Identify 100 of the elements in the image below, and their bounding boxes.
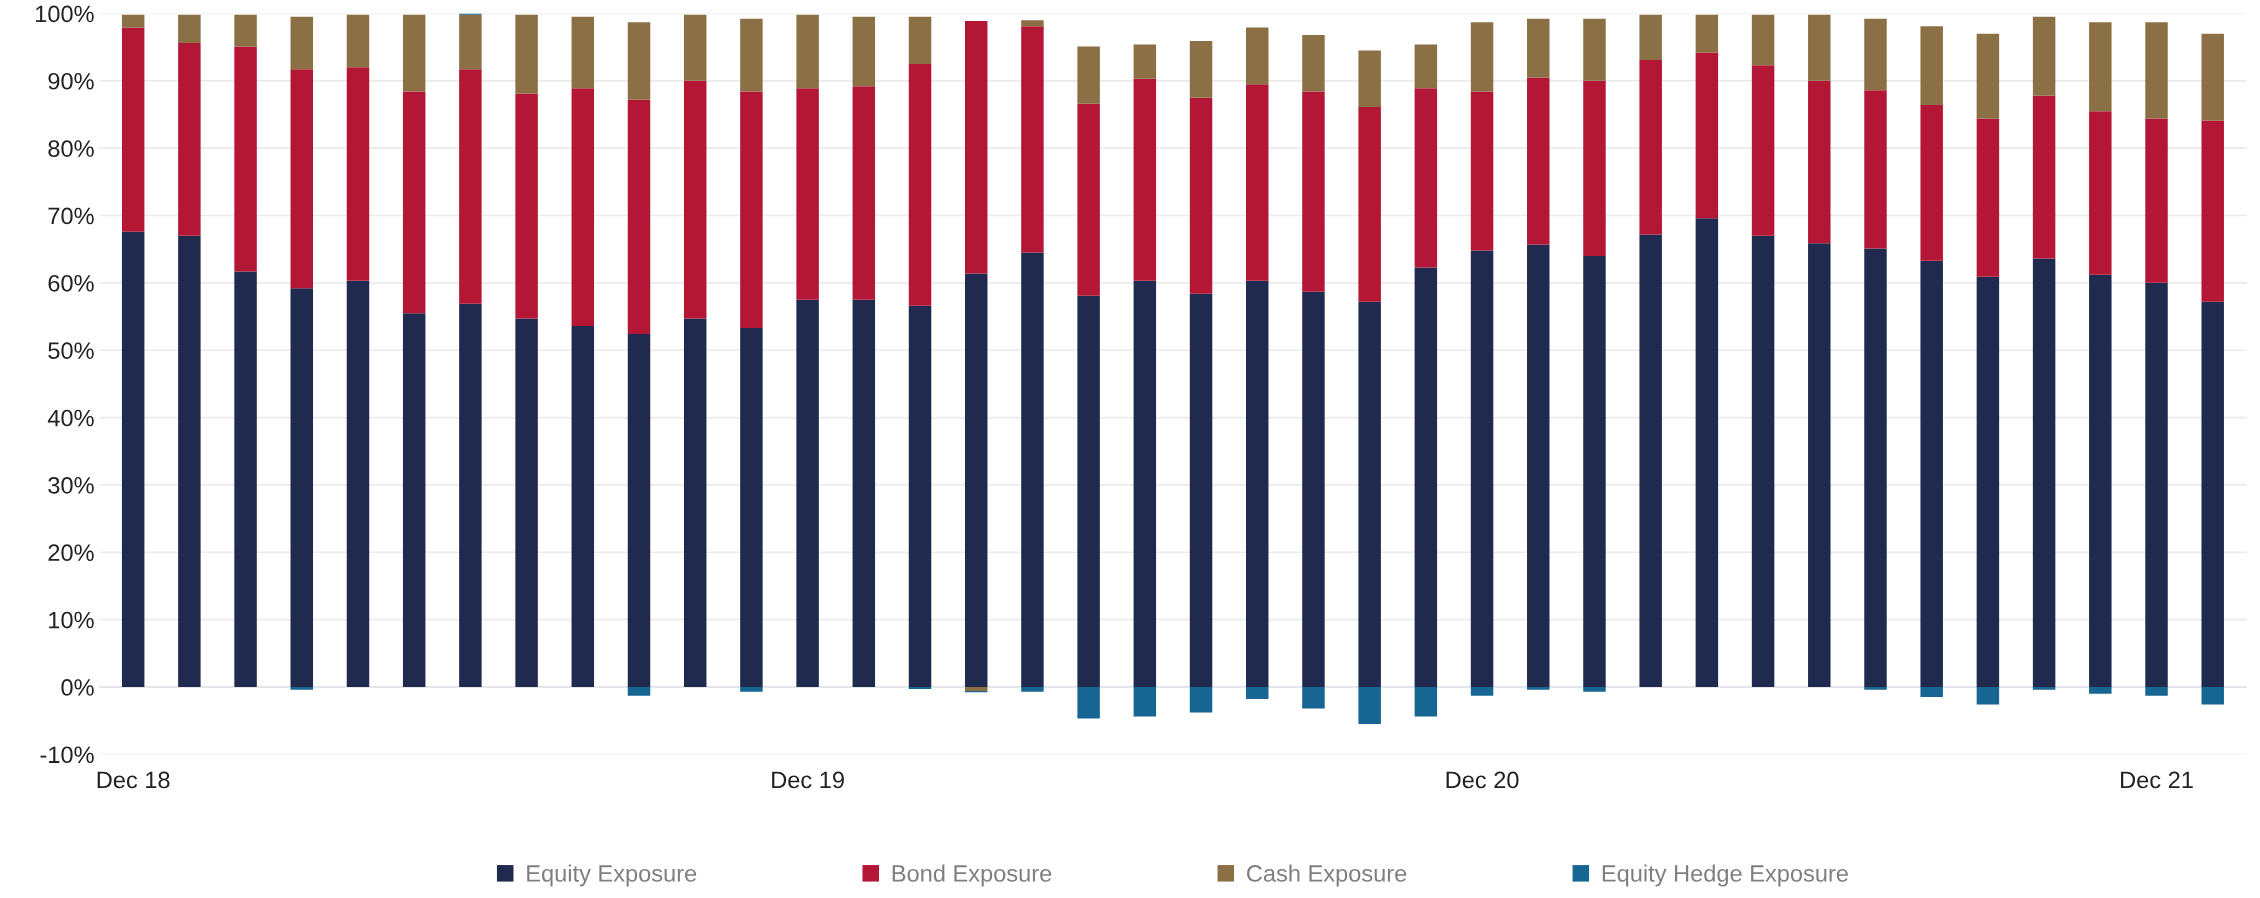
bar [402,313,426,687]
bar [1751,14,1775,66]
legend-label: Equity Hedge Exposure [1602,864,1848,887]
bar [964,20,988,274]
bar [796,299,819,687]
bar [121,27,145,232]
bar [1527,77,1550,245]
bar [1920,686,1943,698]
bar [459,69,482,304]
bar [852,16,876,87]
bar [1021,252,1044,687]
y-tick-label: 10% [49,611,94,629]
bar [1414,686,1438,717]
y-tick-label: 80% [48,140,94,157]
bar [1808,80,1831,244]
bar [290,16,314,70]
bar [1920,26,1943,106]
bar [515,93,538,319]
bar [627,334,651,687]
bar [1695,218,1719,687]
bar [1189,293,1213,687]
y-tick-label: 40% [47,409,94,427]
bar [346,67,370,281]
bar [2089,111,2112,275]
bar [683,80,707,319]
bar [1302,91,1325,292]
bar [1639,234,1662,687]
bar [290,69,314,289]
bar [178,14,201,44]
bar [1864,90,1887,249]
bar [1358,107,1381,302]
bar [1021,686,1044,692]
y-tick-label: 70% [48,207,94,225]
bar [908,686,932,689]
bar [740,91,763,328]
legend-label: Equity Exposure [527,864,697,887]
bar [2201,301,2224,687]
y-tick-label: 30% [48,476,94,494]
bar [2032,258,2056,687]
bar [1976,276,2000,687]
bar [571,325,595,687]
bar [1133,44,1157,79]
bar [1470,686,1494,696]
bar [2201,120,2224,302]
bar [2089,22,2112,112]
bar [1639,14,1662,60]
bar [796,88,819,300]
bar [2032,686,2056,690]
bar [1639,59,1662,235]
bar [290,686,314,690]
bar [627,99,651,335]
bar [908,305,932,687]
bar [1133,78,1157,281]
bar [1077,103,1100,296]
y-tick-label: 50% [48,342,94,360]
bar [1077,686,1100,719]
bar [290,288,314,687]
bar [1695,14,1719,53]
bar [459,14,482,70]
bar [2032,95,2056,259]
y-tick-label: 60% [48,274,94,292]
y-tick-label: 90% [48,72,94,90]
bar [1358,301,1381,687]
bar [1864,248,1887,687]
bar [121,14,145,28]
bar [2201,686,2224,705]
bar [1583,80,1606,256]
bar [1077,46,1100,104]
bar [402,14,426,92]
bar [402,91,426,314]
bar [964,273,988,687]
bar [178,235,201,687]
bar [459,303,482,687]
bar [1527,244,1550,687]
bar [1976,118,2000,277]
bar [1583,686,1606,692]
bar [1133,686,1157,717]
bar [964,686,988,692]
bar [683,14,707,81]
bar [1976,686,2000,705]
bar [1246,27,1269,85]
bar [1470,250,1494,687]
legend-label: Cash Exposure [1247,864,1407,887]
bar [1358,686,1381,725]
bar [1470,91,1494,251]
bar [1077,295,1100,687]
bar [1189,686,1213,713]
bar [1470,22,1494,92]
bar [1246,686,1269,700]
bar [1527,18,1550,78]
bar [234,46,257,272]
bar [740,327,763,687]
bar [1751,65,1775,236]
y-tick-label: 100% [35,5,94,23]
bar [346,280,370,687]
bar [1302,291,1325,687]
bar [627,22,651,100]
bar [1246,280,1269,687]
bar [1583,18,1606,81]
bar [1358,50,1381,108]
